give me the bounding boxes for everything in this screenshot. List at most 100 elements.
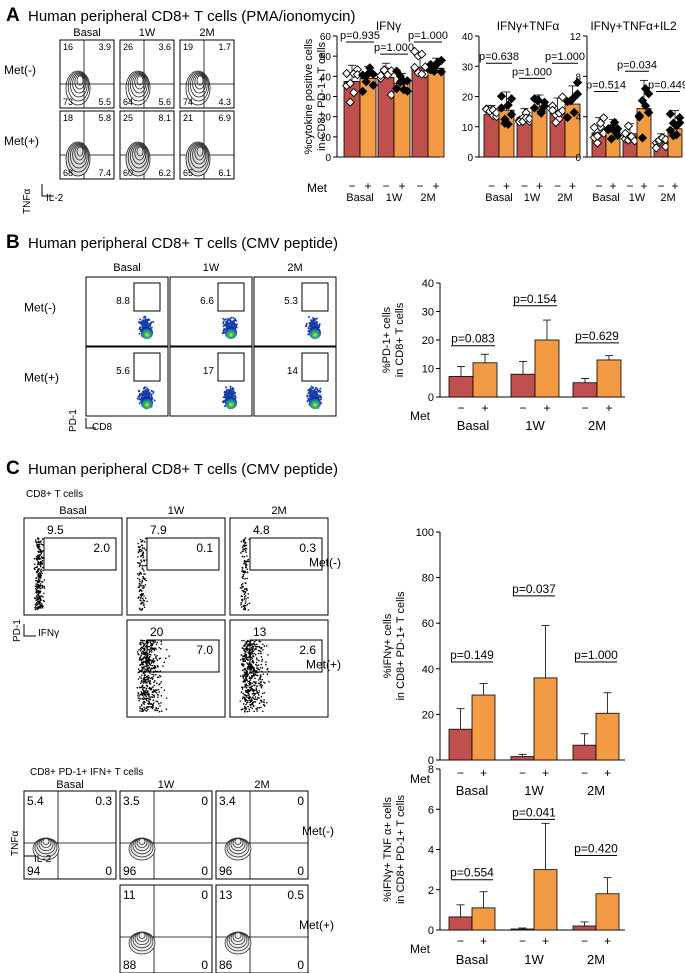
event-dot	[230, 390, 233, 393]
event-dot	[244, 660, 247, 663]
event-dot	[248, 672, 251, 674]
event-dot	[147, 708, 149, 711]
event-dot	[158, 674, 161, 677]
event-dot	[143, 547, 145, 549]
gate-value: 7.0	[196, 643, 213, 657]
event-dot	[143, 320, 146, 323]
event-dot	[307, 327, 310, 330]
bar	[472, 362, 498, 398]
event-dot	[142, 647, 144, 649]
event-dot	[41, 572, 44, 575]
p-value: p=0.041	[512, 805, 556, 819]
chart-C1: 0 20 40 60 80 100 %IFNγ+ cells in CD8+ PD-1+ T …	[382, 527, 625, 798]
event-dot	[139, 669, 141, 672]
event-dot	[307, 391, 310, 394]
event-dot	[240, 654, 243, 656]
event-dot	[313, 318, 316, 321]
event-dot	[37, 577, 40, 579]
flow-plot-frame	[119, 790, 213, 880]
event-dot	[240, 606, 243, 608]
event-dot	[222, 322, 225, 325]
quadrant-value: 0.5	[287, 888, 304, 902]
event-dot	[261, 667, 264, 669]
data-point	[675, 113, 685, 123]
event-dot	[253, 705, 255, 707]
event-dot	[147, 648, 149, 651]
y-tick-label: 30	[320, 93, 332, 104]
data-point	[402, 76, 412, 86]
event-dot	[142, 691, 145, 693]
event-dot	[318, 323, 321, 326]
met-sign: +	[364, 179, 371, 193]
event-dot	[308, 316, 311, 319]
data-point	[637, 133, 648, 143]
event-dot	[142, 682, 145, 684]
event-dot	[251, 677, 253, 679]
quadrant-value: 7.4	[98, 168, 111, 178]
event-dot	[244, 600, 247, 602]
event-dot	[247, 705, 249, 708]
quadrant-value: 11	[123, 888, 136, 902]
flow-plot-frame	[215, 884, 309, 973]
event-dot	[244, 686, 246, 688]
event-dot	[41, 563, 44, 565]
axis-arrow	[41, 184, 54, 197]
event-dot	[146, 323, 149, 326]
p-value: p=0.037	[512, 582, 556, 596]
event-dot	[240, 675, 242, 677]
event-dot	[145, 689, 147, 692]
event-dot	[41, 581, 44, 583]
quadrant-value: 19	[183, 42, 193, 52]
event-dot	[151, 644, 153, 647]
flow-plot-frame	[229, 619, 329, 718]
event-dot	[254, 701, 257, 703]
event-dot	[243, 645, 246, 647]
event-dot	[251, 649, 254, 652]
event-dot	[312, 316, 315, 319]
contour	[72, 73, 87, 94]
event-dot	[255, 682, 257, 685]
event-dot	[242, 660, 244, 662]
event-dot	[249, 695, 251, 698]
event-dot	[139, 706, 141, 708]
event-dot	[140, 653, 143, 655]
event-dot	[36, 580, 39, 582]
y-tick-label: 100	[416, 527, 434, 539]
met-sign: −	[519, 934, 526, 948]
event-dot	[242, 703, 245, 705]
event-dot	[242, 570, 245, 572]
event-dot	[140, 677, 143, 679]
event-dot	[245, 656, 248, 659]
event-dot	[246, 710, 249, 713]
event-dot	[137, 551, 140, 554]
event-dot	[139, 571, 142, 574]
event-dot	[149, 688, 151, 690]
event-dot	[147, 700, 150, 703]
quadrant-value: 8.1	[158, 113, 171, 123]
event-dot	[245, 547, 248, 550]
event-dot	[244, 537, 247, 539]
event-dot	[227, 394, 230, 397]
event-dot	[246, 603, 249, 606]
event-dot	[144, 316, 147, 319]
event-dot	[241, 595, 243, 598]
data-point	[620, 128, 630, 139]
event-dot	[36, 606, 39, 609]
quadrant-value: 0	[105, 864, 112, 878]
quadrant-value: 0	[201, 958, 208, 972]
event-dot	[38, 605, 40, 608]
event-dot	[261, 710, 264, 713]
event-dot	[149, 683, 152, 685]
event-dot	[248, 699, 251, 701]
met-sign: −	[657, 179, 664, 193]
event-dot	[141, 668, 144, 670]
event-dot	[243, 572, 246, 574]
event-dot	[240, 584, 243, 586]
event-dot	[252, 669, 255, 672]
event-dot	[259, 681, 262, 684]
event-dot	[251, 685, 253, 688]
col-label: Basal	[113, 262, 141, 274]
event-dot	[139, 562, 141, 564]
event-dot	[35, 585, 38, 588]
event-dot	[142, 587, 145, 589]
